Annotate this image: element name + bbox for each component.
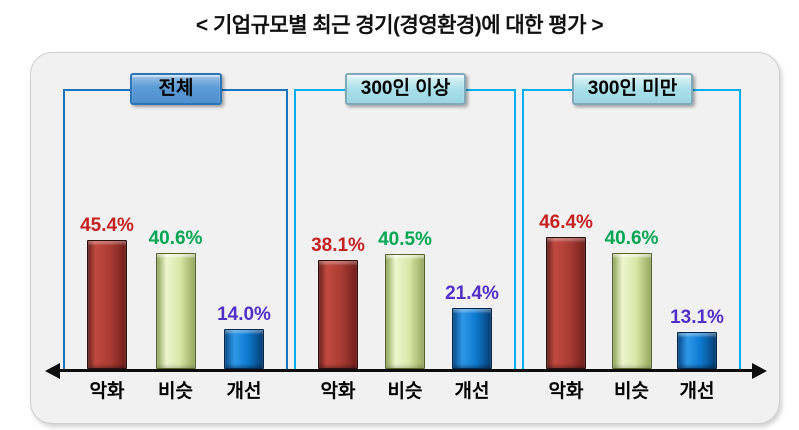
bar-group: 40.6% [602, 228, 662, 369]
value-label-better: 14.0% [217, 304, 271, 325]
bar-group: 45.4% [77, 215, 137, 369]
bar-similar [385, 254, 425, 369]
bar-group: 40.5% [375, 229, 435, 369]
bar-better [224, 329, 264, 369]
bar-group: 13.1% [667, 307, 727, 369]
category-label: 비슷 [158, 381, 193, 402]
category-row-over300: 악화 비슷 개선 [308, 376, 502, 403]
value-label-worse: 38.1% [311, 235, 365, 256]
value-label-better: 21.4% [445, 283, 499, 304]
bar-row-over300: 38.1% 40.5% 21.4% [308, 229, 502, 369]
panel-header-over300: 300인 이상 [345, 73, 466, 105]
value-label-similar: 40.6% [604, 228, 659, 249]
category-row-total: 악화 비슷 개선 [77, 376, 274, 403]
page-title: < 기업규모별 최근 경기(경영환경)에 대한 평가 > [195, 14, 604, 37]
category-label: 악화 [89, 381, 125, 402]
category-label: 악화 [548, 381, 584, 402]
value-label-similar: 40.6% [148, 228, 203, 249]
bar-worse [87, 240, 127, 369]
bar-better [452, 308, 492, 369]
category-label: 개선 [454, 381, 490, 402]
bar-group: 21.4% [442, 283, 502, 369]
bar-group: 46.4% [536, 212, 596, 369]
bar-similar [611, 253, 652, 369]
bar-group: 40.6% [146, 228, 206, 369]
category-row-under300: 악화 비슷 개선 [536, 376, 727, 403]
category-label: 비슷 [614, 381, 649, 402]
value-label-better: 13.1% [670, 307, 724, 328]
panel-over300: 38.1% 40.5% 21.4% [294, 89, 516, 371]
category-label: 개선 [226, 381, 262, 402]
bar-worse [318, 260, 358, 369]
bar-group: 38.1% [308, 235, 368, 369]
value-label-worse: 46.4% [539, 212, 593, 233]
category-label: 악화 [320, 381, 356, 402]
x-axis-line [59, 369, 753, 372]
axis-arrow-right-icon [752, 363, 767, 379]
bar-row-total: 45.4% 40.6% 14.0% [77, 215, 274, 369]
panel-header-under300: 300인 미만 [572, 73, 693, 105]
bar-group: 14.0% [214, 304, 274, 369]
value-label-worse: 45.4% [80, 215, 134, 236]
bar-row-under300: 46.4% 40.6% 13.1% [536, 212, 727, 369]
bar-similar [155, 253, 196, 369]
category-label: 비슷 [387, 381, 423, 402]
category-label: 개선 [679, 381, 715, 402]
bar-worse [546, 237, 586, 369]
axis-arrow-left-icon [45, 363, 60, 379]
panel-under300: 46.4% 40.6% 13.1% [522, 89, 741, 371]
chart-container: 45.4% 40.6% 14.0% 38.1% 40.5% [30, 52, 780, 424]
value-label-similar: 40.5% [378, 229, 432, 250]
bar-better [677, 332, 717, 369]
panel-total: 45.4% 40.6% 14.0% [63, 89, 288, 371]
panel-header-total: 전체 [130, 73, 222, 105]
